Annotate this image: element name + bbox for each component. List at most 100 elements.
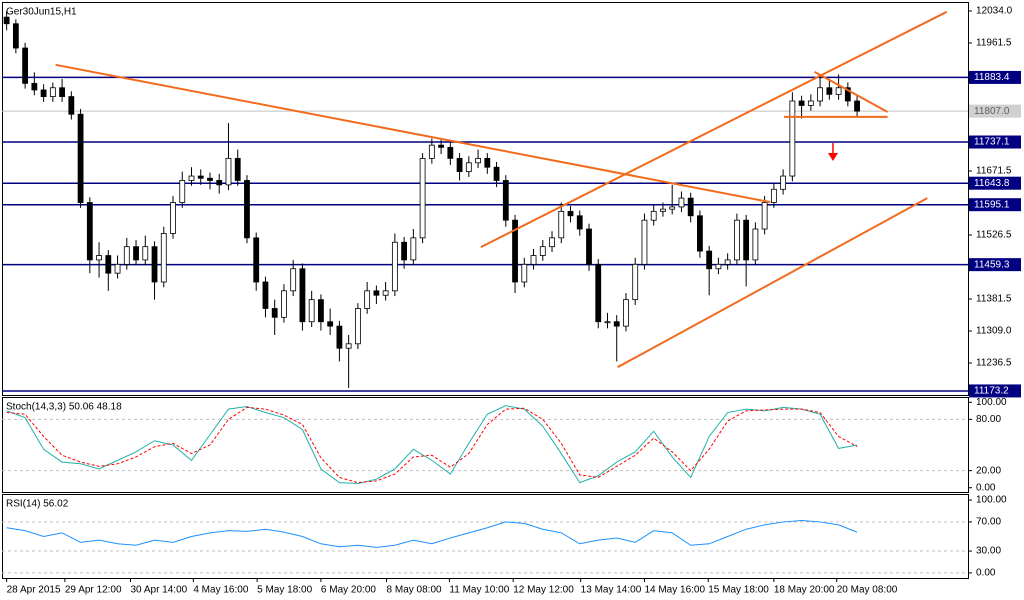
candle-body bbox=[207, 177, 213, 181]
candle-body bbox=[770, 188, 777, 203]
candle-body bbox=[595, 263, 602, 323]
candle-body bbox=[724, 259, 731, 265]
trendline bbox=[480, 10, 948, 249]
candle-body bbox=[31, 82, 38, 91]
candle-body bbox=[835, 87, 842, 95]
candle-body bbox=[410, 237, 417, 261]
candle-body bbox=[105, 255, 112, 274]
x-tick-label: 28 Apr 2015 bbox=[7, 585, 61, 596]
candle-body bbox=[419, 157, 426, 239]
candle-body bbox=[96, 255, 102, 261]
y-tick-label: 0.00 bbox=[976, 568, 996, 579]
x-tick-label: 29 Apr 12:00 bbox=[65, 585, 122, 596]
candle-body bbox=[465, 162, 472, 173]
candle-body bbox=[752, 228, 759, 261]
candle-body bbox=[86, 202, 93, 261]
candle-body bbox=[308, 299, 315, 323]
trendline bbox=[617, 197, 928, 369]
x-tick-label: 6 May 20:00 bbox=[321, 585, 376, 596]
candle-body bbox=[530, 255, 537, 265]
x-tick-label: 8 May 08:00 bbox=[387, 585, 442, 596]
y-tick-label: 11961.5 bbox=[976, 38, 1012, 49]
candle-body bbox=[12, 23, 19, 49]
candle-body bbox=[142, 246, 149, 261]
candle-body bbox=[660, 208, 666, 212]
x-tick-label: 4 May 16:00 bbox=[193, 585, 248, 596]
candle-body bbox=[475, 157, 481, 164]
candle-body bbox=[179, 180, 186, 203]
level-label-box bbox=[969, 198, 1021, 212]
candle-body bbox=[539, 246, 546, 256]
level-label: 11883.4 bbox=[974, 72, 1010, 83]
candle-body bbox=[780, 175, 787, 190]
candle-body bbox=[59, 87, 65, 97]
candle-body bbox=[502, 180, 509, 221]
candle-body bbox=[281, 290, 287, 318]
candle-body bbox=[290, 268, 297, 292]
candle-body bbox=[586, 228, 592, 265]
candle-body bbox=[391, 241, 398, 292]
x-tick-label: 5 May 18:00 bbox=[257, 585, 312, 596]
level-label: 11643.8 bbox=[974, 178, 1010, 189]
y-tick-label: 11309.0 bbox=[976, 326, 1012, 337]
candle-body bbox=[623, 299, 629, 327]
candle-body bbox=[706, 250, 713, 270]
candle-body bbox=[576, 215, 583, 230]
candle-body bbox=[354, 308, 361, 345]
candle-body bbox=[807, 100, 814, 106]
candle-body bbox=[170, 202, 176, 234]
candle-body bbox=[364, 290, 371, 309]
trendline bbox=[55, 63, 771, 204]
candle-body bbox=[188, 175, 195, 181]
candle-body bbox=[327, 321, 334, 327]
candle-body bbox=[3, 16, 10, 25]
x-tick-label: 18 May 20:00 bbox=[774, 585, 835, 596]
indicator-line bbox=[6, 405, 858, 484]
candle-body bbox=[789, 100, 796, 177]
candle-body bbox=[715, 263, 722, 270]
candle-body bbox=[401, 241, 408, 261]
candle-body bbox=[447, 146, 454, 159]
candle-body bbox=[567, 210, 574, 217]
signal-arrow bbox=[828, 143, 838, 161]
candle-body bbox=[262, 281, 269, 309]
candle-body bbox=[336, 325, 343, 349]
candle-body bbox=[244, 180, 250, 239]
candle-body bbox=[484, 157, 491, 168]
candle-body bbox=[373, 290, 380, 296]
candle-body bbox=[844, 87, 851, 102]
candle-body bbox=[271, 308, 278, 318]
candle-body bbox=[151, 246, 158, 283]
candle-body bbox=[428, 144, 435, 159]
y-tick-label: 11671.5 bbox=[976, 166, 1012, 177]
candle-body bbox=[197, 175, 204, 179]
level-label: 11173.2 bbox=[974, 386, 1009, 397]
y-tick-label: 80.00 bbox=[976, 414, 1001, 425]
level-label-box bbox=[969, 176, 1021, 190]
level-label: 11737.1 bbox=[974, 137, 1010, 148]
candle-body bbox=[826, 87, 833, 95]
level-label-box bbox=[969, 384, 1021, 398]
x-tick-label: 20 May 08:00 bbox=[837, 585, 898, 596]
candle-body bbox=[40, 89, 47, 97]
candle-body bbox=[234, 157, 241, 181]
y-tick-label: 11526.5 bbox=[976, 230, 1012, 241]
level-label: 11459.3 bbox=[974, 259, 1010, 270]
candle-body bbox=[697, 215, 703, 252]
y-tick-label: 0.00 bbox=[976, 482, 996, 493]
candle-body bbox=[798, 100, 805, 106]
y-tick-label: 70.00 bbox=[976, 517, 1001, 528]
x-tick-label: 15 May 18:00 bbox=[708, 585, 769, 596]
candle-body bbox=[456, 157, 463, 173]
candle-body bbox=[160, 233, 167, 283]
y-tick-label: 12034.0 bbox=[976, 6, 1013, 17]
candle-body bbox=[604, 321, 611, 324]
current-price-box bbox=[969, 104, 1021, 118]
candle-body bbox=[558, 210, 565, 239]
y-tick-label: 11236.5 bbox=[976, 358, 1012, 369]
candle-body bbox=[49, 87, 56, 97]
y-tick-label: 100.00 bbox=[976, 397, 1007, 408]
candle-body bbox=[733, 219, 740, 261]
